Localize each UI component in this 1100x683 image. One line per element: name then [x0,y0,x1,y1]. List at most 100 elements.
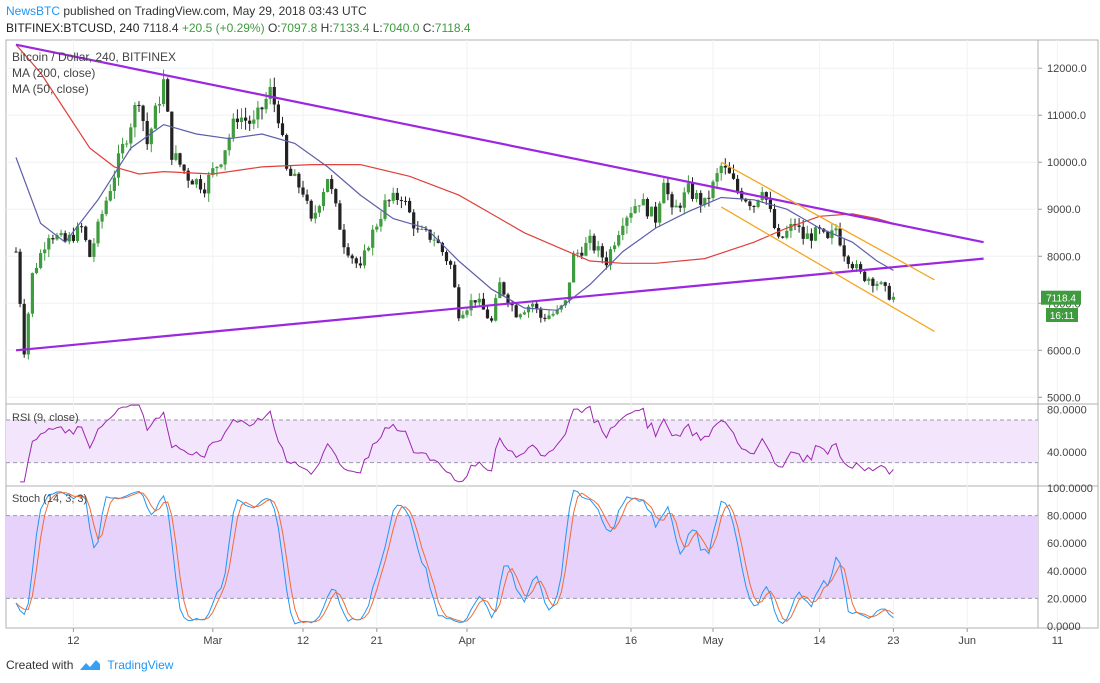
countdown-tag: 16:11 [1050,311,1075,322]
candle-body [891,296,895,300]
candle-body [678,205,682,208]
candle-body [166,79,170,112]
candle-body [703,197,707,205]
last-price-box [1041,290,1081,305]
candle-body [362,250,367,266]
candle-body [174,153,178,160]
ma200-line [15,44,902,264]
candle-body [748,201,752,207]
candle-body [629,213,633,218]
candle-body [112,177,116,192]
candle-body [321,191,326,207]
candle-body [813,227,818,241]
stoch-ytick-label: 80.0000 [1047,511,1087,523]
candle-body [256,107,260,120]
candle-body [752,206,756,208]
candle-body [850,263,854,269]
candle-body [203,189,207,194]
candle-body [432,239,436,241]
candle-body [641,199,645,206]
low-label: L: [372,21,383,35]
candle-body [875,283,879,286]
candle-body [440,242,444,253]
candle-body [797,225,801,227]
candle-body [526,306,531,313]
candle-body [59,233,63,236]
candle-body [157,104,162,106]
publisher-name[interactable]: NewsBTC [6,4,61,18]
candle-body [67,234,71,242]
candle-body [239,117,244,123]
xtick-label: 12 [67,635,79,647]
rsi-band [6,420,1038,463]
candle-body [686,183,690,193]
channel-line [720,206,935,333]
price-change: +20.5 (+0.29%) [181,21,265,35]
candle-body [88,240,92,257]
ma200-legend: MA (200, close) [12,66,95,80]
candle-body [215,166,219,169]
ytick-label: 6000.0 [1047,345,1081,357]
candle-body [809,233,813,241]
candle-body [141,105,145,121]
candle-body [92,243,96,257]
candle-body [252,119,256,124]
candle-body [863,271,867,281]
symbol-header: BITFINEX:BTCUSD, 240 7118.4 +20.5 (+0.29… [6,21,471,35]
pane-frames [5,39,1099,629]
ma50-line [15,123,894,311]
candle-body [502,282,506,295]
candle-body [358,263,362,266]
candle-body [535,303,539,309]
candle-body [567,282,572,301]
candle-body [30,273,34,314]
candle-body [293,173,297,176]
candle-body [871,278,875,286]
candle-body [264,98,268,110]
candle-body [514,305,518,318]
stoch-ytick-label: 40.0000 [1047,566,1087,578]
indicator-bands [6,419,1038,599]
published-text: published on TradingView.com, May 29, 20… [60,4,367,18]
candle-body [280,123,285,136]
candle-body [604,257,608,266]
candle-body [695,192,699,199]
candle-body [731,173,736,179]
price-pane-title: Bitcoin / Dollar, 240, BITFINEX [12,50,176,64]
candle-body [379,218,383,227]
ytick-label: 5000.0 [1047,392,1081,404]
candlestick-series [14,69,895,360]
candle-body [63,233,67,242]
candle-body [625,217,629,226]
candle-body [420,228,424,230]
candle-body [416,228,420,230]
candle-body [711,181,715,198]
candle-body [846,256,850,264]
candle-body [592,235,596,251]
candle-body [707,197,711,199]
candle-body [543,317,547,319]
last-price-tag: 7118.4 [1046,294,1076,305]
low-value: 7040.0 [382,21,420,35]
candle-body [334,189,338,204]
tradingview-brand[interactable]: TradingView [107,658,174,672]
candle-body [289,168,293,176]
stoch-pane-title: Stoch (14, 3, 3) [12,493,87,505]
candle-body [338,203,342,230]
candle-body [133,105,137,128]
candle-body [395,192,399,200]
candle-body [854,264,859,269]
xtick-label: 14 [813,635,825,647]
candle-body [539,308,543,318]
candle-body [621,225,625,236]
xtick-label: 21 [371,635,383,647]
candle-body [190,180,194,185]
candle-body [674,205,678,208]
candle-body [342,229,346,248]
candle-body [403,200,408,202]
candle-body [834,228,838,231]
candle-body [617,235,621,246]
stoch-d-line [15,491,894,624]
candle-body [137,105,141,107]
